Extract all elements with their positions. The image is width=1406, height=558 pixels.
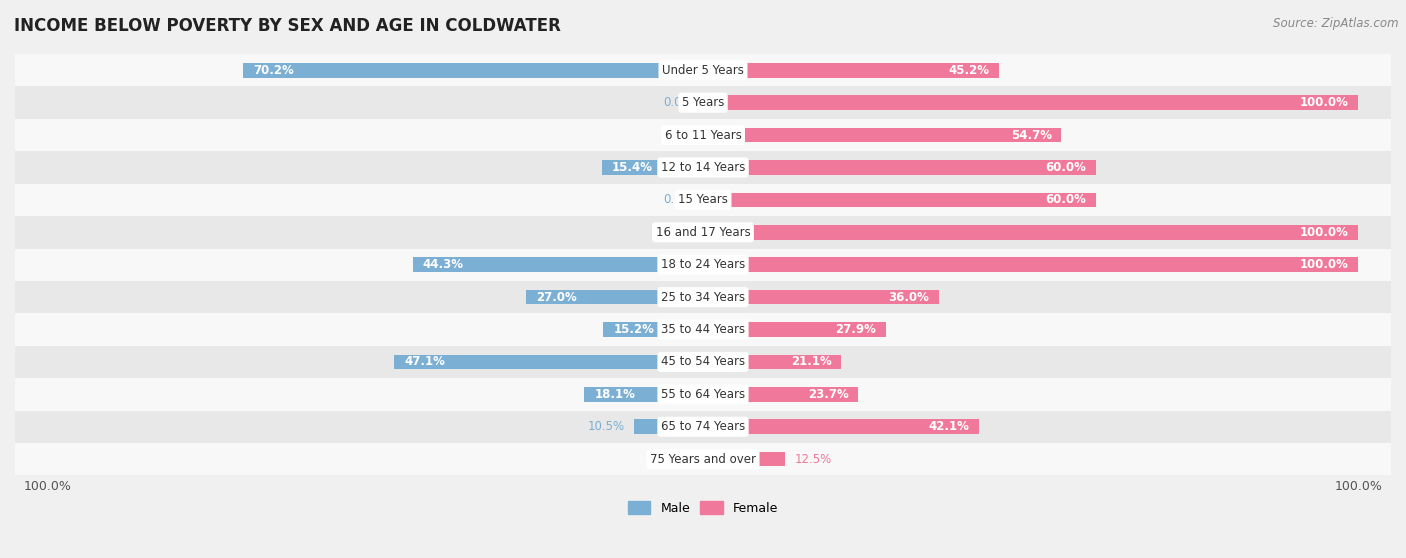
Text: 54.7%: 54.7% [1011, 128, 1052, 142]
Text: 16 and 17 Years: 16 and 17 Years [655, 226, 751, 239]
Bar [703, 160, 1097, 175]
Bar [703, 128, 1062, 142]
Bar [603, 322, 703, 337]
Text: 6 to 11 Years: 6 to 11 Years [665, 128, 741, 142]
Text: 10.5%: 10.5% [588, 420, 624, 433]
Bar [15, 184, 1391, 216]
Bar [703, 193, 1097, 207]
Bar [703, 225, 1358, 239]
Text: 21.1%: 21.1% [790, 355, 831, 368]
Bar [15, 314, 1391, 346]
Text: 55 to 64 Years: 55 to 64 Years [661, 388, 745, 401]
Text: 45.2%: 45.2% [948, 64, 990, 77]
Text: 0.0%: 0.0% [664, 453, 693, 466]
Text: 27.9%: 27.9% [835, 323, 876, 336]
Text: 70.2%: 70.2% [253, 64, 294, 77]
Bar [15, 443, 1391, 475]
Text: 5 Years: 5 Years [682, 96, 724, 109]
Text: 35 to 44 Years: 35 to 44 Years [661, 323, 745, 336]
Bar [602, 160, 703, 175]
Bar [15, 411, 1391, 443]
Bar [15, 281, 1391, 314]
Bar [15, 119, 1391, 151]
Bar [703, 63, 1000, 78]
Bar [703, 290, 939, 305]
Text: 0.0%: 0.0% [664, 128, 693, 142]
Text: 60.0%: 60.0% [1046, 161, 1087, 174]
Text: 0.0%: 0.0% [664, 96, 693, 109]
Text: 44.3%: 44.3% [423, 258, 464, 271]
Text: 15.4%: 15.4% [612, 161, 652, 174]
Bar [703, 387, 858, 402]
Text: 36.0%: 36.0% [889, 291, 929, 304]
Bar [703, 95, 1358, 110]
Bar [585, 387, 703, 402]
Text: 75 Years and over: 75 Years and over [650, 453, 756, 466]
Bar [526, 290, 703, 305]
Text: 42.1%: 42.1% [928, 420, 969, 433]
Text: 100.0%: 100.0% [1299, 258, 1348, 271]
Text: 0.0%: 0.0% [664, 226, 693, 239]
Text: 27.0%: 27.0% [536, 291, 576, 304]
Bar [394, 355, 703, 369]
Text: 23.7%: 23.7% [807, 388, 848, 401]
Text: 47.1%: 47.1% [404, 355, 446, 368]
Bar [703, 355, 841, 369]
Text: INCOME BELOW POVERTY BY SEX AND AGE IN COLDWATER: INCOME BELOW POVERTY BY SEX AND AGE IN C… [14, 17, 561, 35]
Text: 18.1%: 18.1% [595, 388, 636, 401]
Bar [15, 216, 1391, 248]
Text: 0.0%: 0.0% [664, 194, 693, 206]
Bar [703, 452, 785, 466]
Bar [634, 420, 703, 434]
Legend: Male, Female: Male, Female [623, 496, 783, 519]
Text: 15.2%: 15.2% [613, 323, 654, 336]
Text: 18 to 24 Years: 18 to 24 Years [661, 258, 745, 271]
Text: Source: ZipAtlas.com: Source: ZipAtlas.com [1274, 17, 1399, 30]
Bar [703, 322, 886, 337]
Text: 12.5%: 12.5% [794, 453, 832, 466]
Bar [15, 151, 1391, 184]
Text: 65 to 74 Years: 65 to 74 Years [661, 420, 745, 433]
Bar [703, 420, 979, 434]
Bar [15, 378, 1391, 411]
Text: 45 to 54 Years: 45 to 54 Years [661, 355, 745, 368]
Text: 12 to 14 Years: 12 to 14 Years [661, 161, 745, 174]
Bar [703, 257, 1358, 272]
Bar [15, 86, 1391, 119]
Bar [15, 248, 1391, 281]
Text: 100.0%: 100.0% [1299, 226, 1348, 239]
Text: Under 5 Years: Under 5 Years [662, 64, 744, 77]
Bar [413, 257, 703, 272]
Bar [15, 346, 1391, 378]
Text: 60.0%: 60.0% [1046, 194, 1087, 206]
Bar [15, 54, 1391, 86]
Bar [243, 63, 703, 78]
Text: 15 Years: 15 Years [678, 194, 728, 206]
Text: 100.0%: 100.0% [1299, 96, 1348, 109]
Text: 25 to 34 Years: 25 to 34 Years [661, 291, 745, 304]
